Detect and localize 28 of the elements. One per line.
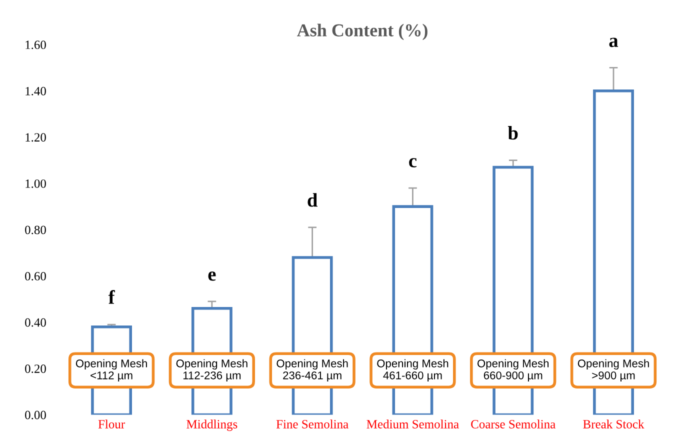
x-tick-label: Coarse Semolina (471, 420, 556, 428)
annotation: Opening Mesh 236-461 µm (276, 359, 348, 382)
annotation: c (409, 158, 417, 168)
y-tick-label: 0.00 (25, 410, 46, 420)
x-tick-label: Medium Semolina (366, 420, 459, 428)
chart-title: Ash Content (%) (296, 24, 428, 40)
y-tick-label: 1.20 (26, 133, 46, 142)
annotation: f (108, 290, 115, 304)
annotation: Opening Mesh <112 µm (76, 359, 147, 382)
y-tick-label: 0.20 (25, 364, 46, 374)
annotation: Opening Mesh 660-900 µm (478, 359, 549, 382)
x-tick-label: Fine Semolina (276, 420, 348, 428)
x-tick-label: Break Stock (583, 420, 644, 428)
y-tick-label: 0.60 (25, 272, 46, 280)
annotation: Opening Mesh >900 µm (578, 359, 649, 382)
y-tick-label: 1.40 (26, 86, 46, 96)
annotation: b (508, 126, 518, 140)
annotation: a (609, 38, 618, 48)
annotation: Opening Mesh 112-236 µm (176, 359, 248, 382)
y-tick-label: 1.00 (26, 179, 46, 188)
y-tick-label: 0.40 (25, 318, 46, 327)
annotation: Opening Mesh 461-660 µm (377, 359, 448, 382)
y-tick-label: 0.80 (25, 226, 46, 234)
x-tick-label: Flour (98, 420, 125, 428)
annotation: e (208, 271, 216, 281)
annotation: d (308, 193, 318, 207)
y-tick-label: 1.60 (26, 40, 46, 50)
x-tick-label: Middlings (186, 420, 238, 432)
